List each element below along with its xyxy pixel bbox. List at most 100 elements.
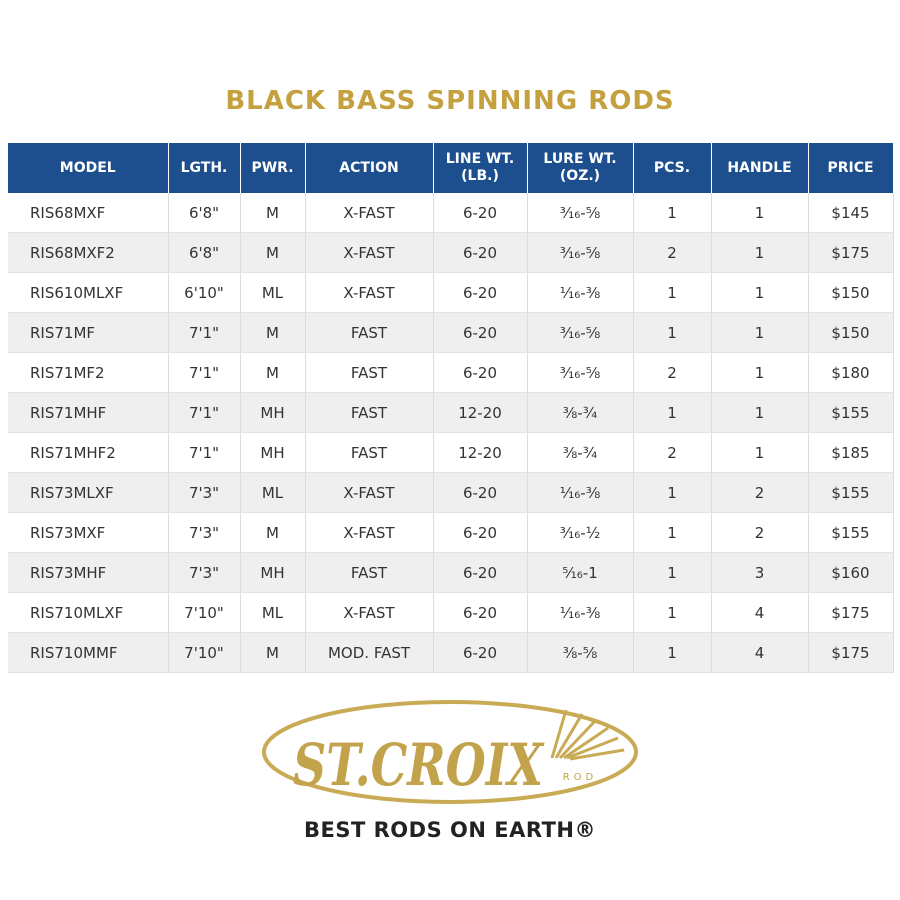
table-cell: ¹⁄₁₆-⅜ bbox=[527, 472, 634, 513]
table-cell: 12-20 bbox=[433, 432, 528, 473]
column-header: PRICE bbox=[808, 143, 894, 193]
header-row: MODEL LGTH. PWR. ACTION LINE WT. (LB.) LURE W… bbox=[8, 143, 894, 193]
table-cell: 7'10" bbox=[168, 632, 241, 673]
table-cell: $185 bbox=[808, 432, 894, 473]
table-cell: 1 bbox=[633, 632, 712, 673]
table-cell: FAST bbox=[305, 552, 434, 593]
table-body: RIS68MXF 6'8" M X-FAST 6-20 ³⁄₁₆-⅝ 1 1 $145 RIS68… bbox=[8, 193, 894, 673]
table-cell: 1 bbox=[633, 552, 712, 593]
table-cell: MH bbox=[240, 392, 306, 433]
table-cell: $175 bbox=[808, 232, 894, 273]
table-cell: 1 bbox=[633, 592, 712, 633]
logo-sub: ROD bbox=[563, 772, 598, 783]
table-cell: 6-20 bbox=[433, 472, 528, 513]
table-cell: 6-20 bbox=[433, 552, 528, 593]
table-cell: $180 bbox=[808, 352, 894, 393]
table-cell: 6'8" bbox=[168, 193, 241, 233]
table-cell: M bbox=[240, 232, 306, 273]
table-cell: 1 bbox=[711, 312, 809, 353]
table-cell: 7'10" bbox=[168, 592, 241, 633]
table-cell: 2 bbox=[633, 432, 712, 473]
table-cell: RIS73MLXF bbox=[8, 472, 169, 513]
table-row: RIS71MHF2 7'1" MH FAST 12-20 ⅜-¾ 2 1 $185 bbox=[8, 432, 894, 473]
table-cell: 7'1" bbox=[168, 432, 241, 473]
table-cell: 6-20 bbox=[433, 632, 528, 673]
table-cell: $150 bbox=[808, 272, 894, 313]
table-cell: RIS610MLXF bbox=[8, 272, 169, 313]
table-cell: RIS71MF bbox=[8, 312, 169, 353]
table-cell: 7'3" bbox=[168, 552, 241, 593]
table-row: RIS71MF2 7'1" M FAST 6-20 ³⁄₁₆-⅝ 2 1 $180 bbox=[8, 352, 894, 393]
table-cell: 6'8" bbox=[168, 232, 241, 273]
table-cell: X-FAST bbox=[305, 472, 434, 513]
table-cell: 1 bbox=[633, 512, 712, 553]
table-row: RIS71MHF 7'1" MH FAST 12-20 ⅜-¾ 1 1 $155 bbox=[8, 392, 894, 433]
table-row: RIS610MLXF 6'10" ML X-FAST 6-20 ¹⁄₁₆-⅜ 1 1 $150 bbox=[8, 272, 894, 313]
table-cell: 1 bbox=[633, 312, 712, 353]
table-cell: M bbox=[240, 193, 306, 233]
table-cell: $155 bbox=[808, 472, 894, 513]
table-cell: 3 bbox=[711, 552, 809, 593]
table-cell: X-FAST bbox=[305, 232, 434, 273]
table-cell: 2 bbox=[633, 352, 712, 393]
table-cell: RIS71MHF bbox=[8, 392, 169, 433]
title: BLACK BASS SPINNING RODS bbox=[225, 86, 675, 116]
column-header: LINE WT. (LB.) bbox=[433, 143, 528, 193]
table-cell: ⁵⁄₁₆-1 bbox=[527, 552, 634, 593]
table-cell: 1 bbox=[711, 352, 809, 393]
table-cell: ML bbox=[240, 472, 306, 513]
tagline: BEST RODS ON EARTH® bbox=[304, 818, 596, 842]
table-cell: 7'1" bbox=[168, 312, 241, 353]
table-cell: $160 bbox=[808, 552, 894, 593]
table-cell: 6-20 bbox=[433, 193, 528, 233]
table-cell: 7'3" bbox=[168, 512, 241, 553]
table-cell: 12-20 bbox=[433, 392, 528, 433]
table-cell: RIS71MF2 bbox=[8, 352, 169, 393]
table-cell: $150 bbox=[808, 312, 894, 353]
table-cell: 6-20 bbox=[433, 232, 528, 273]
table-row: RIS73MXF 7'3" M X-FAST 6-20 ³⁄₁₆-½ 1 2 $155 bbox=[8, 512, 894, 553]
table-cell: 7'3" bbox=[168, 472, 241, 513]
table-cell: 2 bbox=[633, 232, 712, 273]
table-cell: 6-20 bbox=[433, 272, 528, 313]
table-cell: 6-20 bbox=[433, 352, 528, 393]
table-cell: 7'1" bbox=[168, 352, 241, 393]
table-cell: X-FAST bbox=[305, 592, 434, 633]
table-cell: 1 bbox=[711, 392, 809, 433]
table-cell: MH bbox=[240, 432, 306, 473]
table-cell: RIS68MXF2 bbox=[8, 232, 169, 273]
table-row: RIS73MLXF 7'3" ML X-FAST 6-20 ¹⁄₁₆-⅜ 1 2 $155 bbox=[8, 472, 894, 513]
table-cell: X-FAST bbox=[305, 193, 434, 233]
table-cell: FAST bbox=[305, 432, 434, 473]
table-cell: MOD. FAST bbox=[305, 632, 434, 673]
table-cell: ¹⁄₁₆-⅜ bbox=[527, 272, 634, 313]
table-cell: 1 bbox=[711, 193, 809, 233]
table-row: RIS710MLXF 7'10" ML X-FAST 6-20 ¹⁄₁₆-⅜ 1 4 $175 bbox=[8, 592, 894, 633]
column-header: PWR. bbox=[240, 143, 306, 193]
table-cell: ³⁄₁₆-½ bbox=[527, 512, 634, 553]
table-row: RIS68MXF 6'8" M X-FAST 6-20 ³⁄₁₆-⅝ 1 1 $145 bbox=[8, 193, 894, 233]
table-cell: X-FAST bbox=[305, 512, 434, 553]
table-cell: ⅜-¾ bbox=[527, 392, 634, 433]
table-cell: ³⁄₁₆-⅝ bbox=[527, 352, 634, 393]
table-cell: FAST bbox=[305, 392, 434, 433]
table-cell: ¹⁄₁₆-⅜ bbox=[527, 592, 634, 633]
table-cell: $155 bbox=[808, 392, 894, 433]
table-cell: 6-20 bbox=[433, 312, 528, 353]
table-cell: ³⁄₁₆-⅝ bbox=[527, 312, 634, 353]
table-cell: RIS68MXF bbox=[8, 193, 169, 233]
table-row: RIS710MMF 7'10" M MOD. FAST 6-20 ⅜-⅝ 1 4 $175 bbox=[8, 632, 894, 673]
table-cell: M bbox=[240, 352, 306, 393]
logo-fan bbox=[550, 709, 625, 761]
table-cell: X-FAST bbox=[305, 272, 434, 313]
table-cell: 4 bbox=[711, 592, 809, 633]
table-cell: RIS73MXF bbox=[8, 512, 169, 553]
column-header: PCS. bbox=[633, 143, 712, 193]
table-cell: FAST bbox=[305, 352, 434, 393]
table-cell: $155 bbox=[808, 512, 894, 553]
table-cell: RIS710MLXF bbox=[8, 592, 169, 633]
logo-brand: ST.CROIX bbox=[293, 731, 545, 799]
table-cell: RIS71MHF2 bbox=[8, 432, 169, 473]
table-row: RIS68MXF2 6'8" M X-FAST 6-20 ³⁄₁₆-⅝ 2 1 $175 bbox=[8, 232, 894, 273]
